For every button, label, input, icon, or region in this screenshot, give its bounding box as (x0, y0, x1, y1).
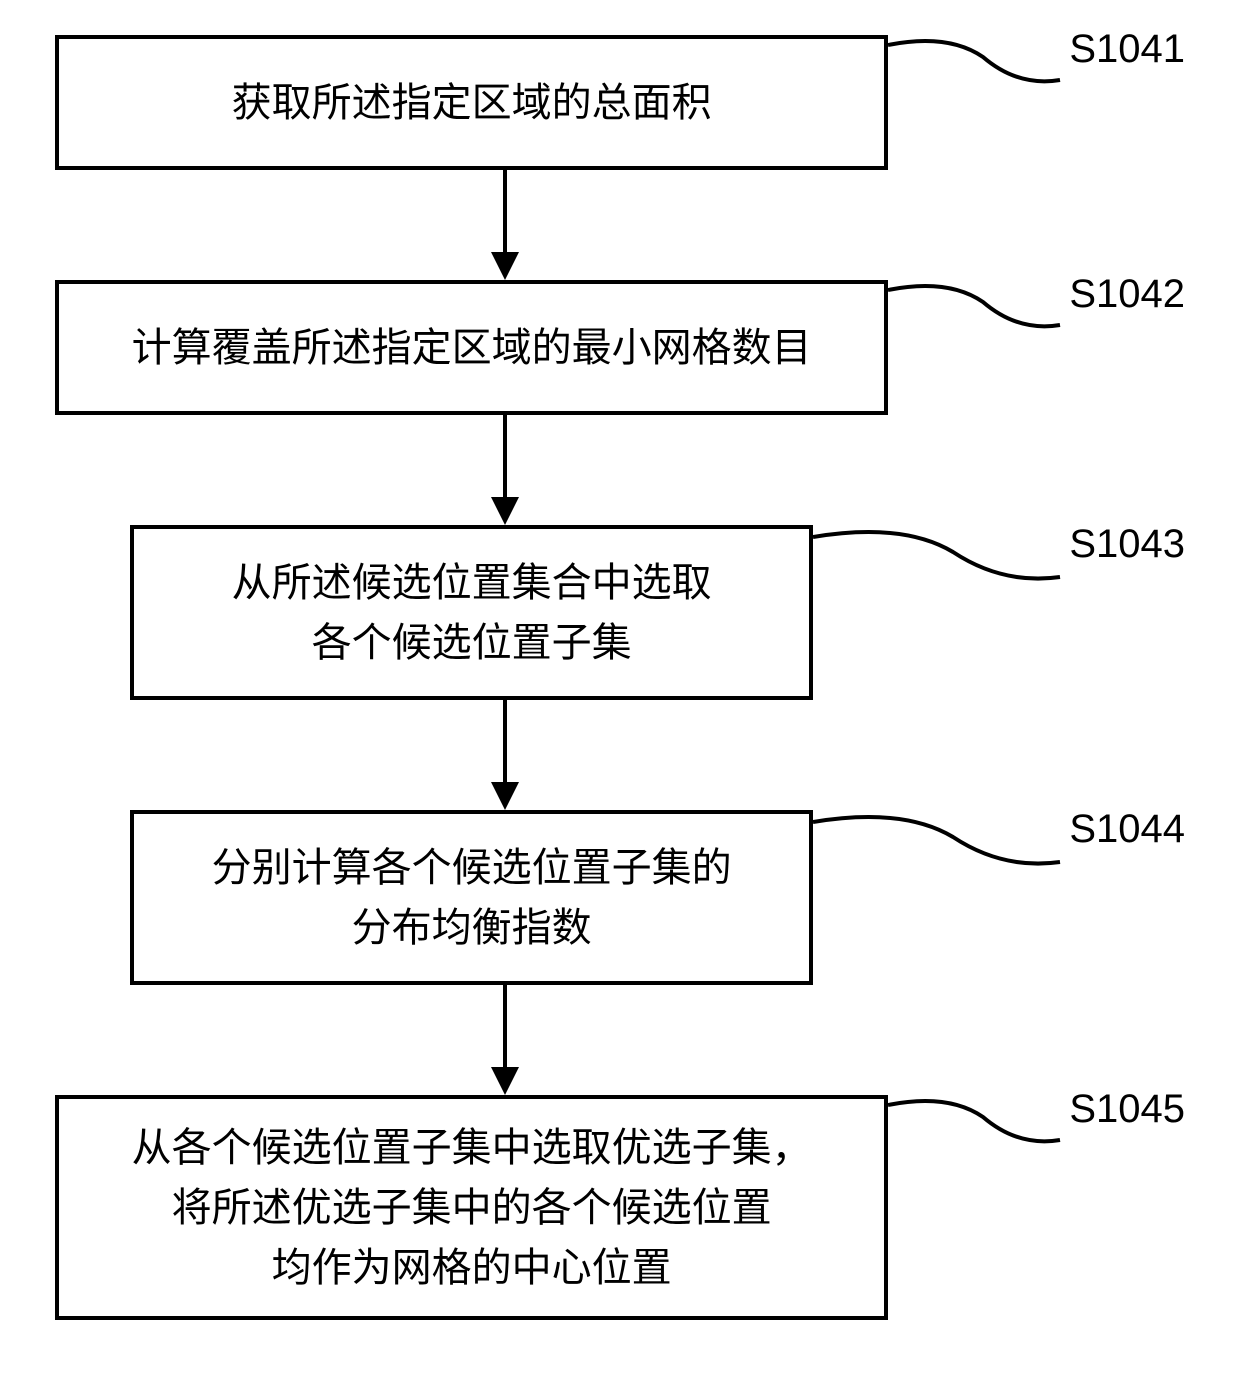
step-label: S1045 (1069, 1087, 1185, 1132)
flow-box-line: 分别计算各个候选位置子集的 (212, 846, 732, 890)
connector-wrap: S1042 (888, 272, 1185, 332)
flowchart-container: 获取所述指定区域的总面积S1041计算覆盖所述指定区域的最小网格数目S1042从… (55, 35, 1185, 1320)
flow-box: 分别计算各个候选位置子集的分布均衡指数 (130, 810, 813, 985)
connector-wrap: S1044 (813, 802, 1185, 872)
flow-box: 计算覆盖所述指定区域的最小网格数目 (55, 280, 888, 415)
connector-curve-icon (888, 272, 1063, 332)
flow-box: 获取所述指定区域的总面积 (55, 35, 888, 170)
flow-step: 从各个候选位置子集中选取优选子集， 将所述优选子集中的各个候选位置均作为网格的中心… (55, 1095, 1185, 1320)
flow-step: 从所述候选位置集合中选取各个候选位置子集 S1043 (55, 525, 1185, 700)
flow-box-text: 从所述候选位置集合中选取各个候选位置子集 (232, 553, 712, 673)
arrow-wrap (55, 700, 955, 810)
arrow-down-icon (485, 415, 525, 525)
step-label: S1042 (1069, 272, 1185, 317)
flow-box-line: 获取所述指定区域的总面积 (232, 81, 712, 125)
flow-box-text: 分别计算各个候选位置子集的分布均衡指数 (212, 838, 732, 958)
flow-box-line: 分布均衡指数 (352, 906, 592, 950)
flow-box-line: 各个候选位置子集 (312, 621, 632, 665)
arrow-down-icon (485, 985, 525, 1095)
flow-step: 分别计算各个候选位置子集的分布均衡指数 S1044 (55, 810, 1185, 985)
flow-box-text: 获取所述指定区域的总面积 (232, 73, 712, 133)
flow-box-line: 从各个候选位置子集中选取优选子集， (132, 1126, 812, 1170)
flow-box-text: 计算覆盖所述指定区域的最小网格数目 (132, 318, 812, 378)
flow-box: 从所述候选位置集合中选取各个候选位置子集 (130, 525, 813, 700)
flow-box-line: 计算覆盖所述指定区域的最小网格数目 (132, 326, 812, 370)
flow-box-line: 将所述优选子集中的各个候选位置 (172, 1186, 772, 1230)
step-label: S1041 (1069, 27, 1185, 72)
arrow-down-icon (485, 170, 525, 280)
connector-curve-icon (813, 517, 1063, 587)
arrow-wrap (55, 170, 955, 280)
flow-box-line: 从所述候选位置集合中选取 (232, 561, 712, 605)
flow-box: 从各个候选位置子集中选取优选子集， 将所述优选子集中的各个候选位置均作为网格的中心… (55, 1095, 888, 1320)
connector-wrap: S1045 (888, 1087, 1185, 1147)
flow-box-line: 均作为网格的中心位置 (272, 1246, 672, 1290)
arrow-wrap (55, 415, 955, 525)
connector-curve-icon (813, 802, 1063, 872)
flow-step: 获取所述指定区域的总面积S1041 (55, 35, 1185, 170)
arrow-wrap (55, 985, 955, 1095)
flow-step: 计算覆盖所述指定区域的最小网格数目S1042 (55, 280, 1185, 415)
connector-wrap: S1043 (813, 517, 1185, 587)
connector-wrap: S1041 (888, 27, 1185, 87)
step-label: S1043 (1069, 522, 1185, 567)
step-label: S1044 (1069, 807, 1185, 852)
flow-box-text: 从各个候选位置子集中选取优选子集， 将所述优选子集中的各个候选位置均作为网格的中心… (132, 1118, 812, 1298)
connector-curve-icon (888, 1087, 1063, 1147)
arrow-down-icon (485, 700, 525, 810)
connector-curve-icon (888, 27, 1063, 87)
